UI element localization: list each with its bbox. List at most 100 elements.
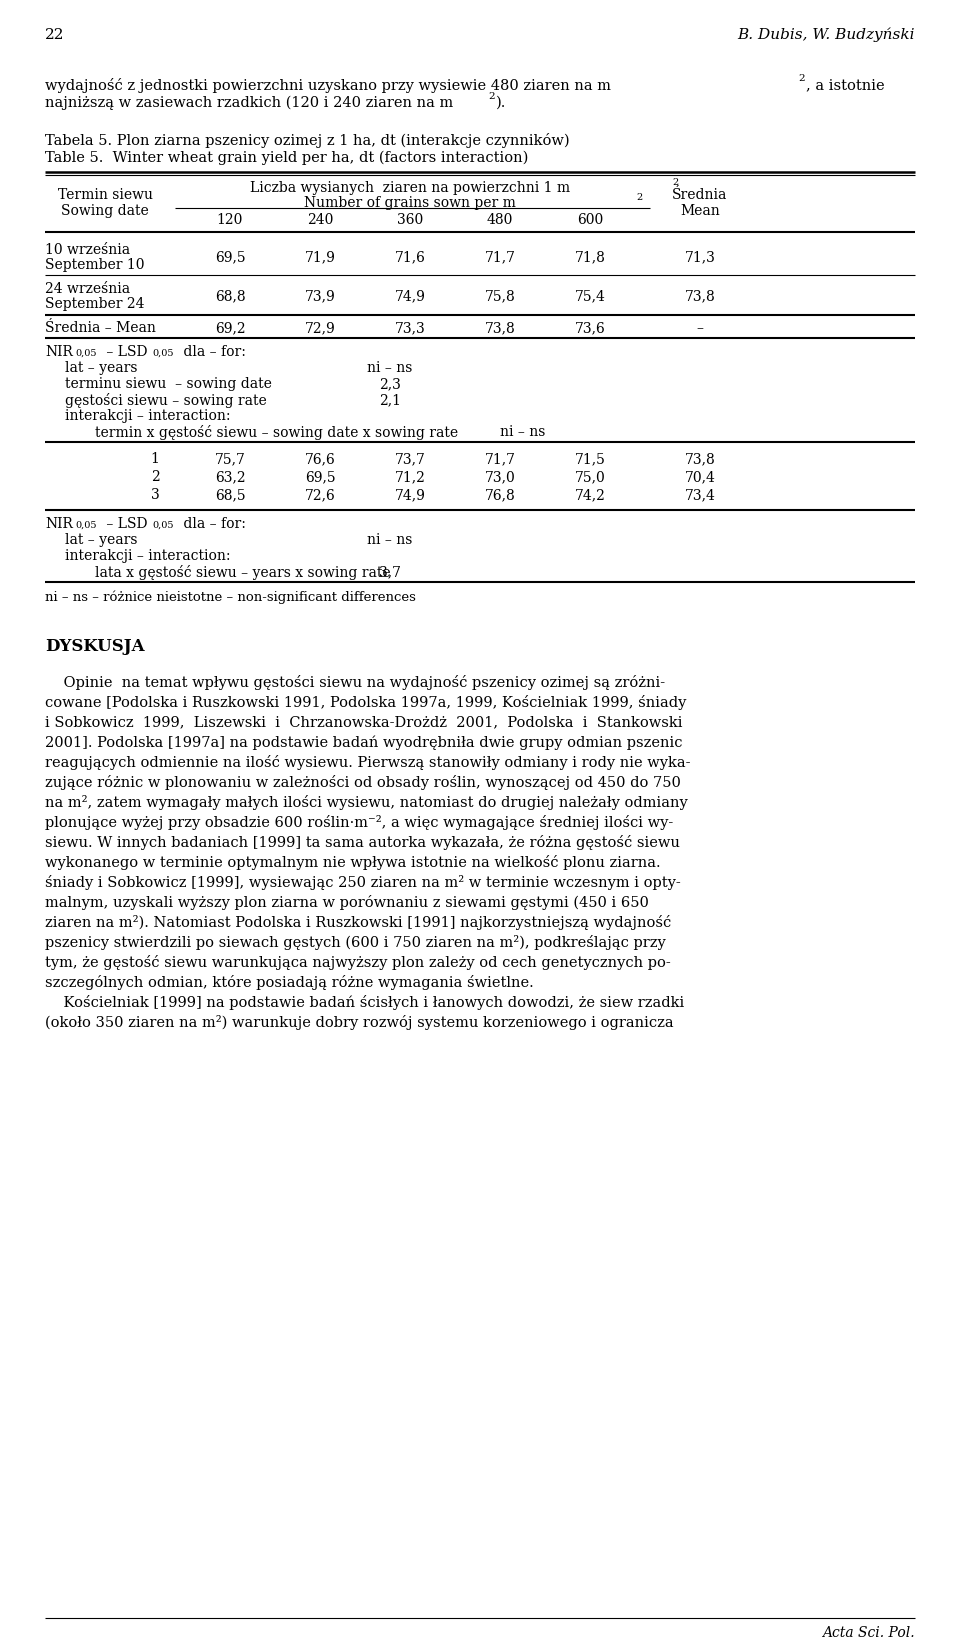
Text: Kościelniak [1999] na podstawie badań ścisłych i łanowych dowodzi, że siew rzadk: Kościelniak [1999] na podstawie badań śc… [45,994,684,1011]
Text: 71,9: 71,9 [304,251,335,264]
Text: 71,3: 71,3 [684,251,715,264]
Text: 0,05: 0,05 [75,521,97,531]
Text: dla – for:: dla – for: [179,346,246,359]
Text: 71,7: 71,7 [485,452,516,465]
Text: Acta Sci. Pol.: Acta Sci. Pol. [823,1627,915,1638]
Text: Termin siewu: Termin siewu [58,188,153,201]
Text: reagujących odmiennie na ilość wysiewu. Pierwszą stanowiły odmiany i rody nie wy: reagujących odmiennie na ilość wysiewu. … [45,755,690,770]
Text: (około 350 ziaren na m²) warunkuje dobry rozwój systemu korzeniowego i ogranicza: (około 350 ziaren na m²) warunkuje dobry… [45,1016,674,1030]
Text: 68,5: 68,5 [215,488,246,501]
Text: 73,8: 73,8 [684,288,715,303]
Text: szczególnych odmian, które posiadają różne wymagania świetlne.: szczególnych odmian, które posiadają róż… [45,975,534,989]
Text: termin x gęstość siewu – sowing date x sowing rate: termin x gęstość siewu – sowing date x s… [95,424,458,441]
Text: Liczba wysianych  ziaren na powierzchni 1 m: Liczba wysianych ziaren na powierzchni 1… [250,182,570,195]
Text: pszenicy stwierdzili po siewach gęstych (600 i 750 ziaren na m²), podkreślając p: pszenicy stwierdzili po siewach gęstych … [45,935,665,950]
Text: lat – years: lat – years [65,532,137,547]
Text: 68,8: 68,8 [215,288,246,303]
Text: 75,7: 75,7 [215,452,246,465]
Text: 120: 120 [217,213,243,228]
Text: Średnia – Mean: Średnia – Mean [45,321,156,336]
Text: 71,2: 71,2 [395,470,425,483]
Text: ni – ns – różnice nieistotne – non-significant differences: ni – ns – różnice nieistotne – non-signi… [45,591,416,604]
Text: 2,3: 2,3 [379,377,401,391]
Text: 2001]. Podolska [1997a] na podstawie badań wyodrębniła dwie grupy odmian pszenic: 2001]. Podolska [1997a] na podstawie bad… [45,735,683,750]
Text: ni – ns: ni – ns [368,532,413,547]
Text: 72,6: 72,6 [304,488,335,501]
Text: śniady i Sobkowicz [1999], wysiewając 250 ziaren na m² w terminie wczesnym i opt: śniady i Sobkowicz [1999], wysiewając 25… [45,875,681,889]
Text: 74,2: 74,2 [575,488,606,501]
Text: 71,8: 71,8 [575,251,606,264]
Text: 63,2: 63,2 [215,470,246,483]
Text: 73,4: 73,4 [684,488,715,501]
Text: Średnia: Średnia [672,188,728,201]
Text: ziaren na m²). Natomiast Podolska i Ruszkowski [1991] najkorzystniejszą wydajnoś: ziaren na m²). Natomiast Podolska i Rusz… [45,916,671,930]
Text: 74,9: 74,9 [395,288,425,303]
Text: 22: 22 [45,28,64,43]
Text: 360: 360 [396,213,423,228]
Text: 2: 2 [672,179,679,187]
Text: lata x gęstość siewu – years x sowing rate: lata x gęstość siewu – years x sowing ra… [95,565,391,580]
Text: NIR: NIR [45,518,73,531]
Text: 0,05: 0,05 [152,521,174,531]
Text: 75,0: 75,0 [575,470,606,483]
Text: Number of grains sown per m: Number of grains sown per m [304,197,516,210]
Text: 72,9: 72,9 [304,321,335,336]
Text: Table 5.  Winter wheat grain yield per ha, dt (factors interaction): Table 5. Winter wheat grain yield per ha… [45,151,528,165]
Text: 73,8: 73,8 [485,321,516,336]
Text: 480: 480 [487,213,514,228]
Text: 2: 2 [488,92,494,102]
Text: wydajność z jednostki powierzchni uzyskano przy wysiewie 480 ziaren na m: wydajność z jednostki powierzchni uzyska… [45,79,611,93]
Text: interakcji – interaction:: interakcji – interaction: [65,410,230,423]
Text: ni – ns: ni – ns [368,360,413,375]
Text: 70,4: 70,4 [684,470,715,483]
Text: malnym, uzyskali wyższy plon ziarna w porównaniu z siewami gęstymi (450 i 650: malnym, uzyskali wyższy plon ziarna w po… [45,894,649,911]
Text: 74,9: 74,9 [395,488,425,501]
Text: ).: ). [496,97,506,110]
Text: 69,2: 69,2 [215,321,246,336]
Text: plonujące wyżej przy obsadzie 600 roślin·m⁻², a więc wymagające średniej ilości : plonujące wyżej przy obsadzie 600 roślin… [45,816,673,830]
Text: September 10: September 10 [45,259,145,272]
Text: 240: 240 [307,213,333,228]
Text: 0,05: 0,05 [152,349,174,359]
Text: lat – years: lat – years [65,360,137,375]
Text: B. Dubis, W. Budzyński: B. Dubis, W. Budzyński [737,28,915,43]
Text: , a istotnie: , a istotnie [806,79,884,92]
Text: 73,7: 73,7 [395,452,425,465]
Text: Tabela 5. Plon ziarna pszenicy ozimej z 1 ha, dt (interakcje czynników): Tabela 5. Plon ziarna pszenicy ozimej z … [45,133,569,147]
Text: Opinie  na temat wpływu gęstości siewu na wydajność pszenicy ozimej są zróżni-: Opinie na temat wpływu gęstości siewu na… [45,675,665,690]
Text: 73,8: 73,8 [684,452,715,465]
Text: 10 września: 10 września [45,242,131,257]
Text: tym, że gęstość siewu warunkująca najwyższy plon zależy od cech genetycznych po-: tym, że gęstość siewu warunkująca najwyż… [45,955,671,970]
Text: dla – for:: dla – for: [179,518,246,531]
Text: 24 września: 24 września [45,282,131,296]
Text: DYSKUSJA: DYSKUSJA [45,637,145,655]
Text: 75,4: 75,4 [575,288,606,303]
Text: 75,8: 75,8 [485,288,516,303]
Text: 73,9: 73,9 [304,288,335,303]
Text: 69,5: 69,5 [215,251,246,264]
Text: i Sobkowicz  1999,  Liszewski  i  Chrzanowska-Drożdż  2001,  Podolska  i  Stanko: i Sobkowicz 1999, Liszewski i Chrzanowsk… [45,716,683,729]
Text: cowane [Podolska i Ruszkowski 1991, Podolska 1997a, 1999, Kościelniak 1999, śnia: cowane [Podolska i Ruszkowski 1991, Podo… [45,695,686,709]
Text: 69,5: 69,5 [304,470,335,483]
Text: 71,5: 71,5 [575,452,606,465]
Text: 3,7: 3,7 [379,565,401,578]
Text: 73,0: 73,0 [485,470,516,483]
Text: najniższą w zasiewach rzadkich (120 i 240 ziaren na m: najniższą w zasiewach rzadkich (120 i 24… [45,97,453,110]
Text: 76,8: 76,8 [485,488,516,501]
Text: gęstości siewu – sowing rate: gęstości siewu – sowing rate [65,393,267,408]
Text: NIR: NIR [45,346,73,359]
Text: wykonanego w terminie optymalnym nie wpływa istotnie na wielkość plonu ziarna.: wykonanego w terminie optymalnym nie wpł… [45,855,660,870]
Text: 2,1: 2,1 [379,393,401,406]
Text: 1: 1 [151,452,159,465]
Text: September 24: September 24 [45,296,145,311]
Text: 3: 3 [151,488,159,501]
Text: 71,7: 71,7 [485,251,516,264]
Text: na m², zatem wymagały małych ilości wysiewu, natomiast do drugiej należały odmia: na m², zatem wymagały małych ilości wysi… [45,794,687,811]
Text: 0,05: 0,05 [75,349,97,359]
Text: 2: 2 [798,74,804,84]
Text: zujące różnic w plonowaniu w zależności od obsady roślin, wynoszącej od 450 do 7: zujące różnic w plonowaniu w zależności … [45,775,681,790]
Text: Mean: Mean [680,205,720,218]
Text: terminu siewu  – sowing date: terminu siewu – sowing date [65,377,272,391]
Text: –: – [697,321,704,336]
Text: – LSD: – LSD [102,518,148,531]
